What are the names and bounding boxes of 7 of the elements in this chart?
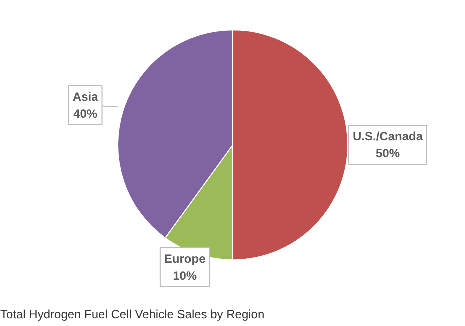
slice-label: U.S./Canada (352, 130, 424, 144)
data-label: 50% (376, 146, 400, 161)
data-label: 40% (74, 106, 98, 121)
slice-label: Asia (72, 90, 99, 104)
data-label: 10% (173, 268, 198, 283)
text: Total Hydrogen Fuel Cell Vehicle Sales by Region (0, 308, 265, 322)
slice-label: Europe (164, 252, 206, 266)
